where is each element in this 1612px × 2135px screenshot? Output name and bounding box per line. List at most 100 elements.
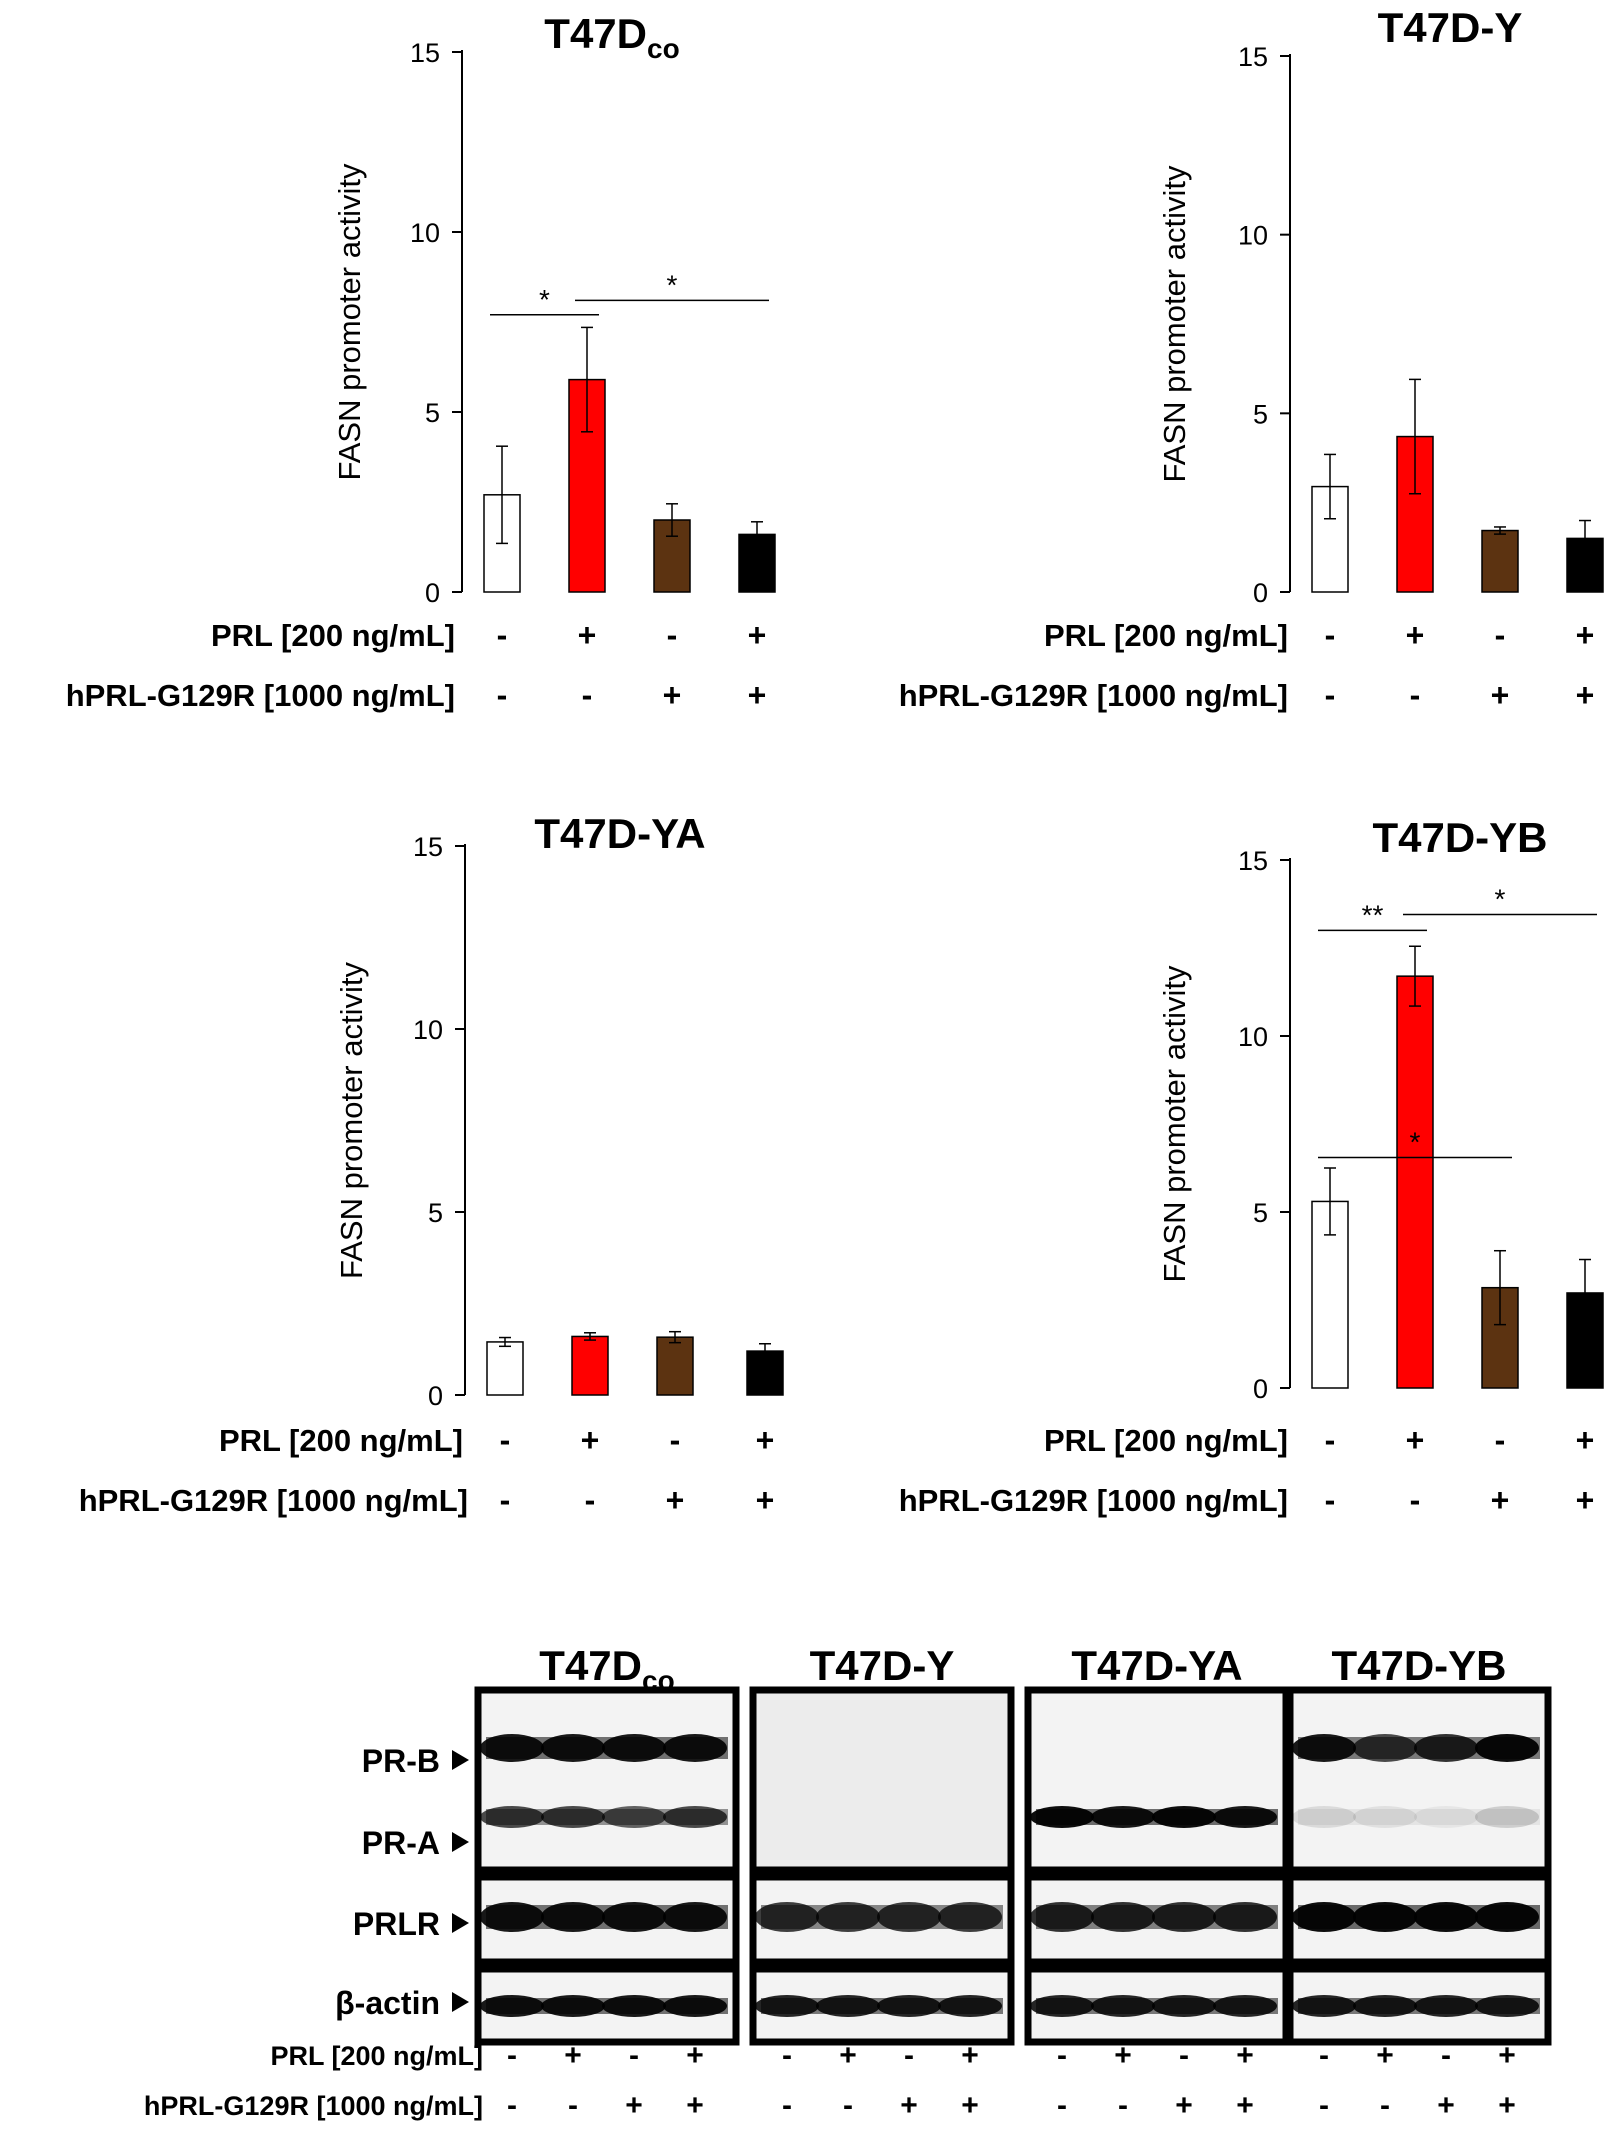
condition-row: PRL [200 ng/mL] - + - + bbox=[1044, 1422, 1594, 1458]
minus-sign: - bbox=[667, 617, 678, 653]
plus-sign: + bbox=[686, 2089, 704, 2122]
chart-3: T47D-YA 0 5 10 15 FASN promoter activity PRL [… bbox=[79, 810, 784, 1518]
minus-sign: - bbox=[1441, 2039, 1451, 2072]
significance-marker: * bbox=[490, 284, 599, 316]
chart-title: T47D-YB bbox=[1372, 814, 1547, 861]
error-bar bbox=[1324, 453, 1336, 520]
plus-sign: + bbox=[961, 2089, 979, 2122]
plus-sign: + bbox=[748, 677, 767, 713]
band bbox=[1030, 1902, 1094, 1932]
chart-title-main: T47D-YB bbox=[1372, 814, 1547, 861]
blot-panel-title: T47Dco bbox=[539, 1642, 674, 1696]
band bbox=[1353, 1806, 1417, 1828]
minus-sign: - bbox=[1319, 2089, 1329, 2122]
blot-panel-title: T47D-YB bbox=[1331, 1642, 1506, 1689]
y-tick-label: 10 bbox=[410, 218, 440, 248]
minus-sign: - bbox=[1319, 2039, 1329, 2072]
bar bbox=[1396, 975, 1434, 1389]
band-smear bbox=[486, 1737, 728, 1759]
arrowhead-icon bbox=[452, 1832, 469, 1852]
plus-sign: + bbox=[1576, 677, 1595, 713]
band-smear bbox=[486, 1998, 728, 2014]
condition-label: hPRL-G129R [1000 ng/mL] bbox=[66, 678, 455, 713]
band-smear bbox=[486, 1905, 728, 1929]
band-smear bbox=[1298, 1998, 1540, 2014]
plus-sign: + bbox=[1491, 677, 1510, 713]
minus-sign: - bbox=[1380, 2089, 1390, 2122]
protein-label: PRLR bbox=[353, 1906, 440, 1942]
band-smear bbox=[1036, 1809, 1278, 1825]
protein-label: PR-A bbox=[362, 1825, 440, 1861]
condition-label: hPRL-G129R [1000 ng/mL] bbox=[899, 1483, 1288, 1518]
plus-sign: + bbox=[564, 2039, 582, 2072]
band-smear bbox=[1298, 1905, 1540, 1929]
plus-sign: + bbox=[581, 1422, 600, 1458]
y-axis-label: FASN promoter activity bbox=[334, 962, 369, 1279]
chart-title-main: T47D-Y bbox=[1378, 4, 1523, 51]
minus-sign: - bbox=[1325, 1422, 1336, 1458]
condition-label: PRL [200 ng/mL] bbox=[219, 1423, 463, 1458]
band-smear bbox=[1298, 1809, 1540, 1825]
plus-sign: + bbox=[1437, 2089, 1455, 2122]
minus-sign: - bbox=[507, 2089, 517, 2122]
arrowhead-icon bbox=[452, 1992, 469, 2012]
plus-sign: + bbox=[1498, 2039, 1516, 2072]
blot-panel-title: T47D-YA bbox=[1071, 1642, 1242, 1689]
minus-sign: - bbox=[629, 2039, 639, 2072]
band-smear bbox=[486, 1809, 728, 1825]
significance-marker: ** bbox=[1318, 899, 1427, 932]
minus-sign: - bbox=[1057, 2089, 1067, 2122]
band bbox=[1414, 1806, 1478, 1828]
minus-sign: - bbox=[1179, 2039, 1189, 2072]
bar bbox=[486, 1341, 524, 1396]
condition-label: hPRL-G129R [1000 ng/mL] bbox=[899, 678, 1288, 713]
minus-sign: - bbox=[782, 2089, 792, 2122]
minus-sign: - bbox=[1495, 1422, 1506, 1458]
bar bbox=[1481, 529, 1519, 593]
condition-row: hPRL-G129R [1000 ng/mL] - - + + bbox=[66, 677, 767, 713]
minus-sign: - bbox=[1495, 617, 1506, 653]
plus-sign: + bbox=[1491, 1482, 1510, 1518]
plus-sign: + bbox=[1576, 617, 1595, 653]
plus-sign: + bbox=[839, 2039, 857, 2072]
y-axis-label: FASN promoter activity bbox=[332, 163, 367, 480]
plus-sign: + bbox=[1576, 1482, 1595, 1518]
plus-sign: + bbox=[1406, 617, 1425, 653]
blot-box bbox=[749, 1686, 1015, 1874]
y-tick-label: 10 bbox=[1238, 221, 1268, 251]
minus-sign: - bbox=[1325, 617, 1336, 653]
y-tick-label: 0 bbox=[1253, 578, 1268, 608]
bar bbox=[571, 1335, 609, 1396]
minus-sign: - bbox=[782, 2039, 792, 2072]
chart-title: T47Dco bbox=[544, 10, 679, 64]
band bbox=[1213, 1902, 1277, 1932]
y-tick-label: 15 bbox=[1238, 846, 1268, 876]
bar bbox=[1311, 1200, 1349, 1389]
plus-sign: + bbox=[686, 2039, 704, 2072]
y-axis-label: FASN promoter activity bbox=[1157, 965, 1192, 1282]
minus-sign: - bbox=[1118, 2089, 1128, 2122]
error-bar bbox=[1409, 378, 1421, 495]
protein-label: PR-B bbox=[362, 1743, 440, 1779]
condition-label: hPRL-G129R [1000 ng/mL] bbox=[79, 1483, 468, 1518]
plus-sign: + bbox=[666, 1482, 685, 1518]
error-bar bbox=[751, 521, 763, 548]
error-bar bbox=[496, 445, 508, 545]
significance-label: * bbox=[539, 284, 550, 315]
plus-sign: + bbox=[1236, 2089, 1254, 2122]
error-bar bbox=[1494, 1249, 1506, 1326]
band-smear bbox=[1036, 1998, 1278, 2014]
significance-marker: * bbox=[1403, 884, 1597, 916]
minus-sign: - bbox=[500, 1482, 511, 1518]
error-bar bbox=[1579, 1258, 1591, 1328]
minus-sign: - bbox=[507, 2039, 517, 2072]
western-blot: PR-B PR-A PRLR β-actin T47Dco T47D-Y T47D-YA T4… bbox=[144, 1642, 1552, 2122]
plus-sign: + bbox=[756, 1422, 775, 1458]
blot-box bbox=[474, 1686, 740, 1874]
condition-row: PRL [200 ng/mL] - + - + bbox=[211, 617, 766, 653]
band bbox=[480, 1806, 544, 1828]
band bbox=[755, 1902, 819, 1932]
chart-title-main: T47D bbox=[544, 10, 647, 57]
y-tick-label: 5 bbox=[425, 398, 440, 428]
